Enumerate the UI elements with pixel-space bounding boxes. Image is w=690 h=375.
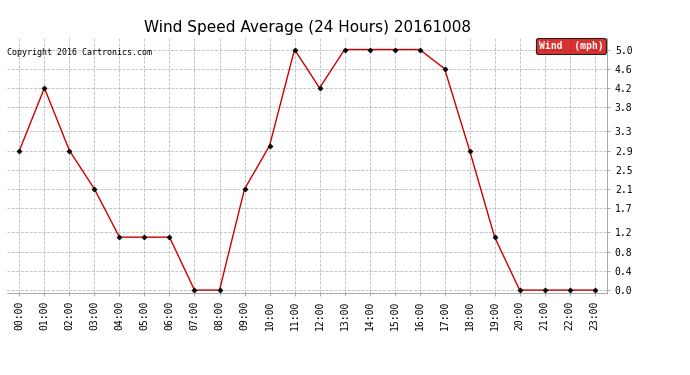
Text: Copyright 2016 Cartronics.com: Copyright 2016 Cartronics.com — [7, 48, 152, 57]
Title: Wind Speed Average (24 Hours) 20161008: Wind Speed Average (24 Hours) 20161008 — [144, 20, 471, 35]
Legend: Wind  (mph): Wind (mph) — [535, 39, 607, 54]
